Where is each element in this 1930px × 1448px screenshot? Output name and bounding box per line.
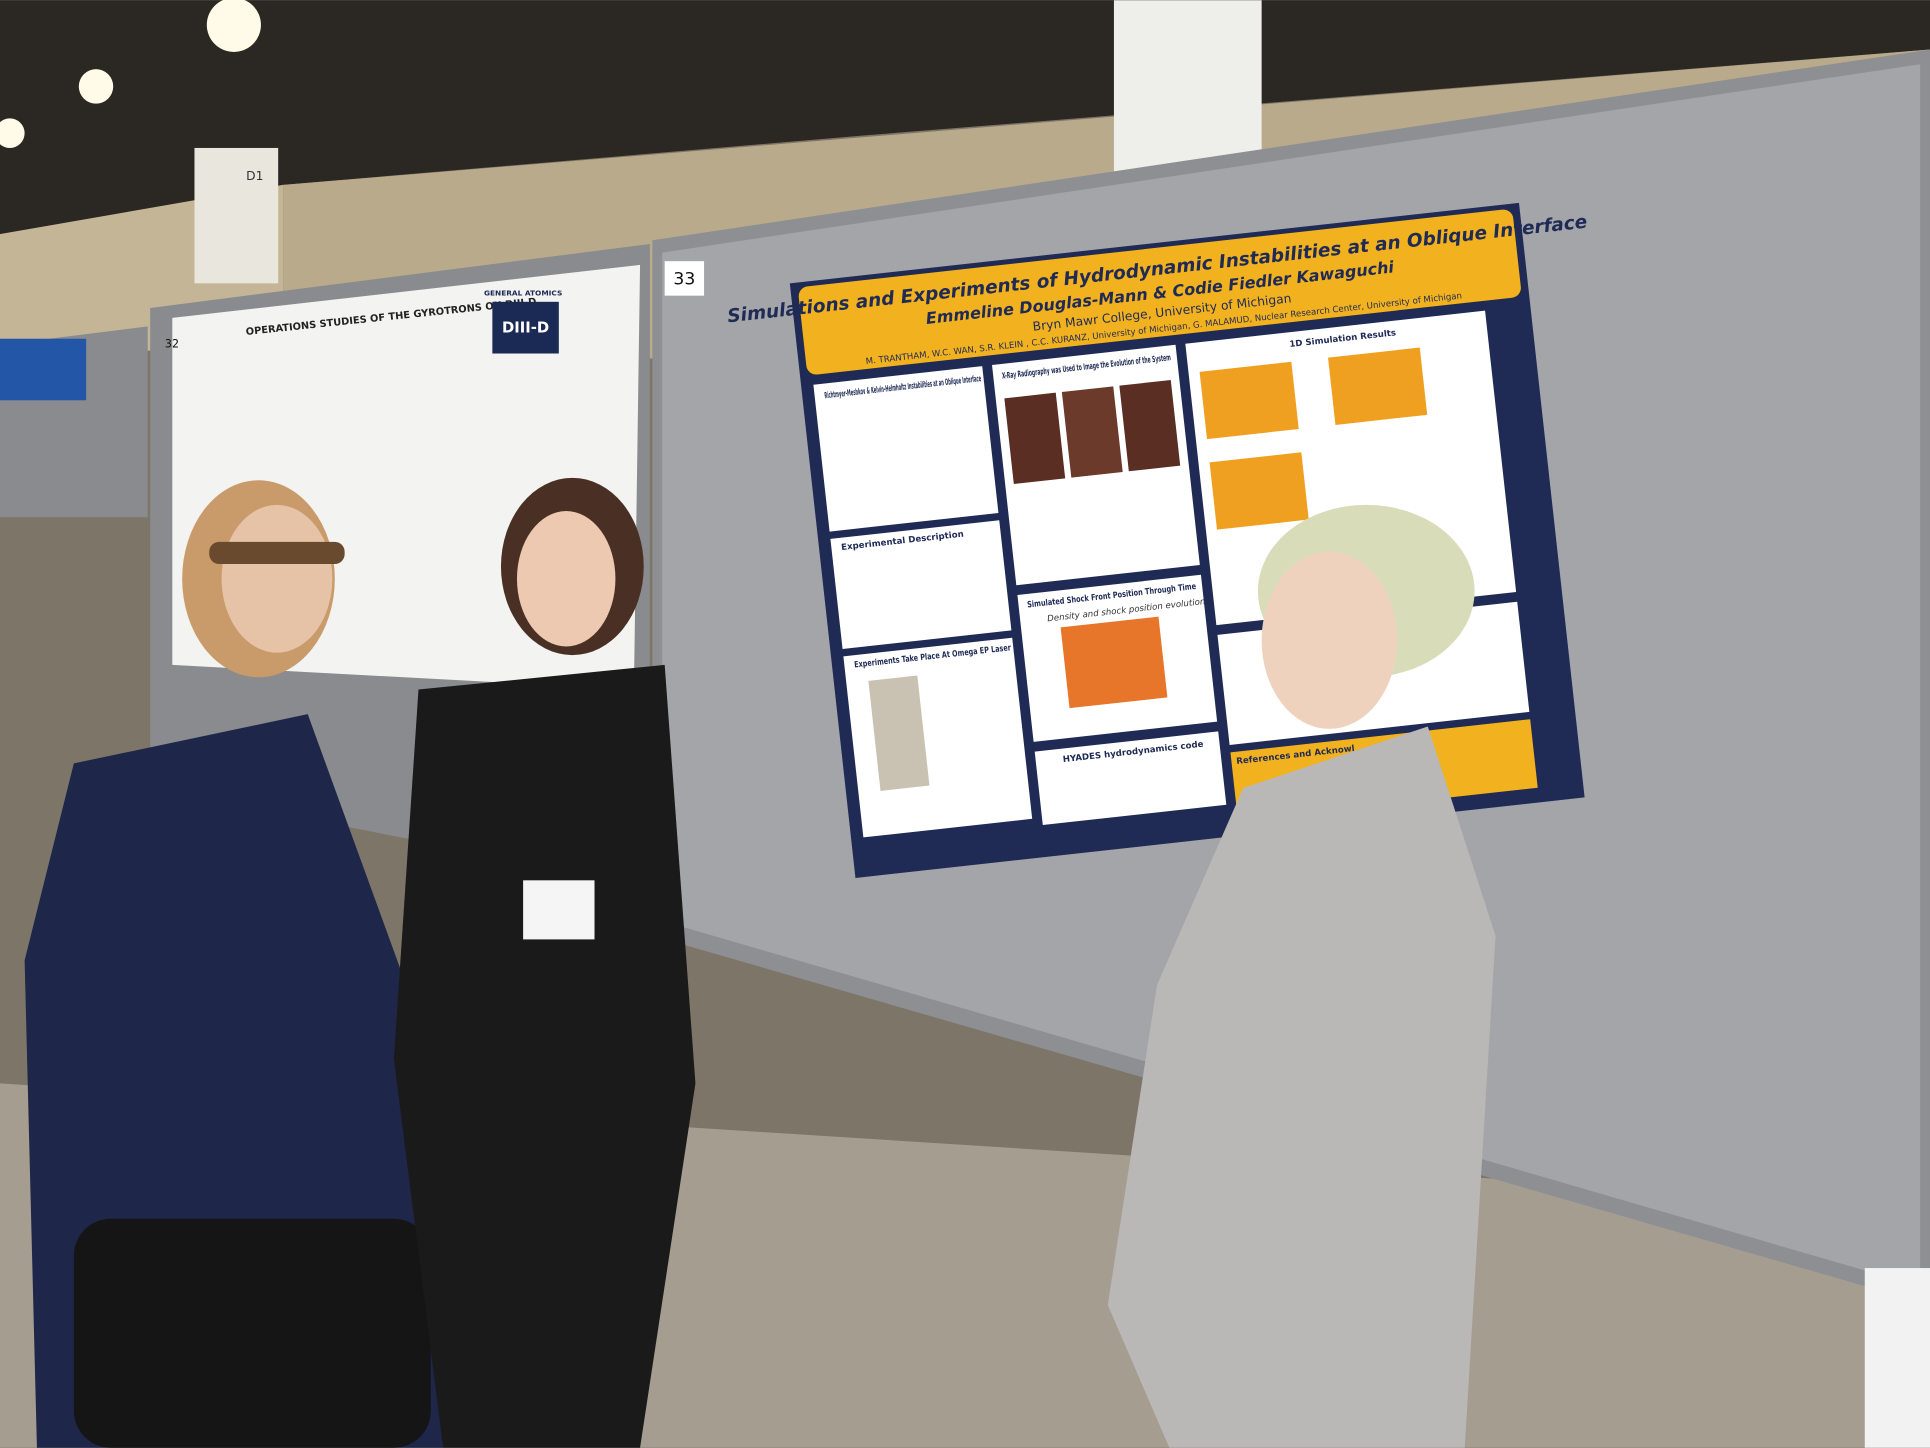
ceiling-light xyxy=(206,0,261,52)
far-poster xyxy=(0,338,87,401)
radiograph xyxy=(1061,386,1123,478)
shirt xyxy=(393,664,696,1448)
pillar-label: D1 xyxy=(246,169,263,183)
sim-plot xyxy=(1199,361,1299,440)
poster-panel xyxy=(813,366,999,532)
ceiling xyxy=(0,0,1930,235)
radiograph xyxy=(1119,379,1181,472)
person-right xyxy=(1107,504,1496,1448)
face xyxy=(1261,551,1398,729)
person-middle xyxy=(393,477,696,1448)
title-banner xyxy=(798,209,1521,375)
plot-image xyxy=(1060,616,1168,709)
poster-panel xyxy=(830,520,1012,650)
radiograph xyxy=(1004,392,1066,484)
pillar xyxy=(1113,0,1262,173)
left-poster-org: GENERAL ATOMICS xyxy=(484,289,562,298)
face xyxy=(516,511,616,647)
left-poster-logo xyxy=(492,301,559,354)
ceiling-light xyxy=(78,69,114,104)
poster-panel xyxy=(1034,731,1227,826)
glasses xyxy=(209,541,345,564)
ceiling-light xyxy=(0,118,25,148)
face xyxy=(221,504,333,653)
name-badge xyxy=(523,880,595,940)
handbag xyxy=(73,1218,431,1448)
board-number: 32 xyxy=(165,337,179,350)
pillar xyxy=(194,147,279,284)
figure xyxy=(868,675,930,791)
left-poster-logo-text: DIII-D xyxy=(502,320,549,337)
board-number: 33 xyxy=(673,270,695,290)
main-poster: Simulations and Experiments of Hydrodyna… xyxy=(726,202,1588,878)
sim-plot xyxy=(1209,452,1309,530)
board-number-tag xyxy=(664,261,705,296)
paper-cup xyxy=(1864,1268,1930,1448)
sim-plot xyxy=(1328,347,1428,425)
person-left xyxy=(24,480,444,1448)
blazer xyxy=(1107,726,1496,1448)
